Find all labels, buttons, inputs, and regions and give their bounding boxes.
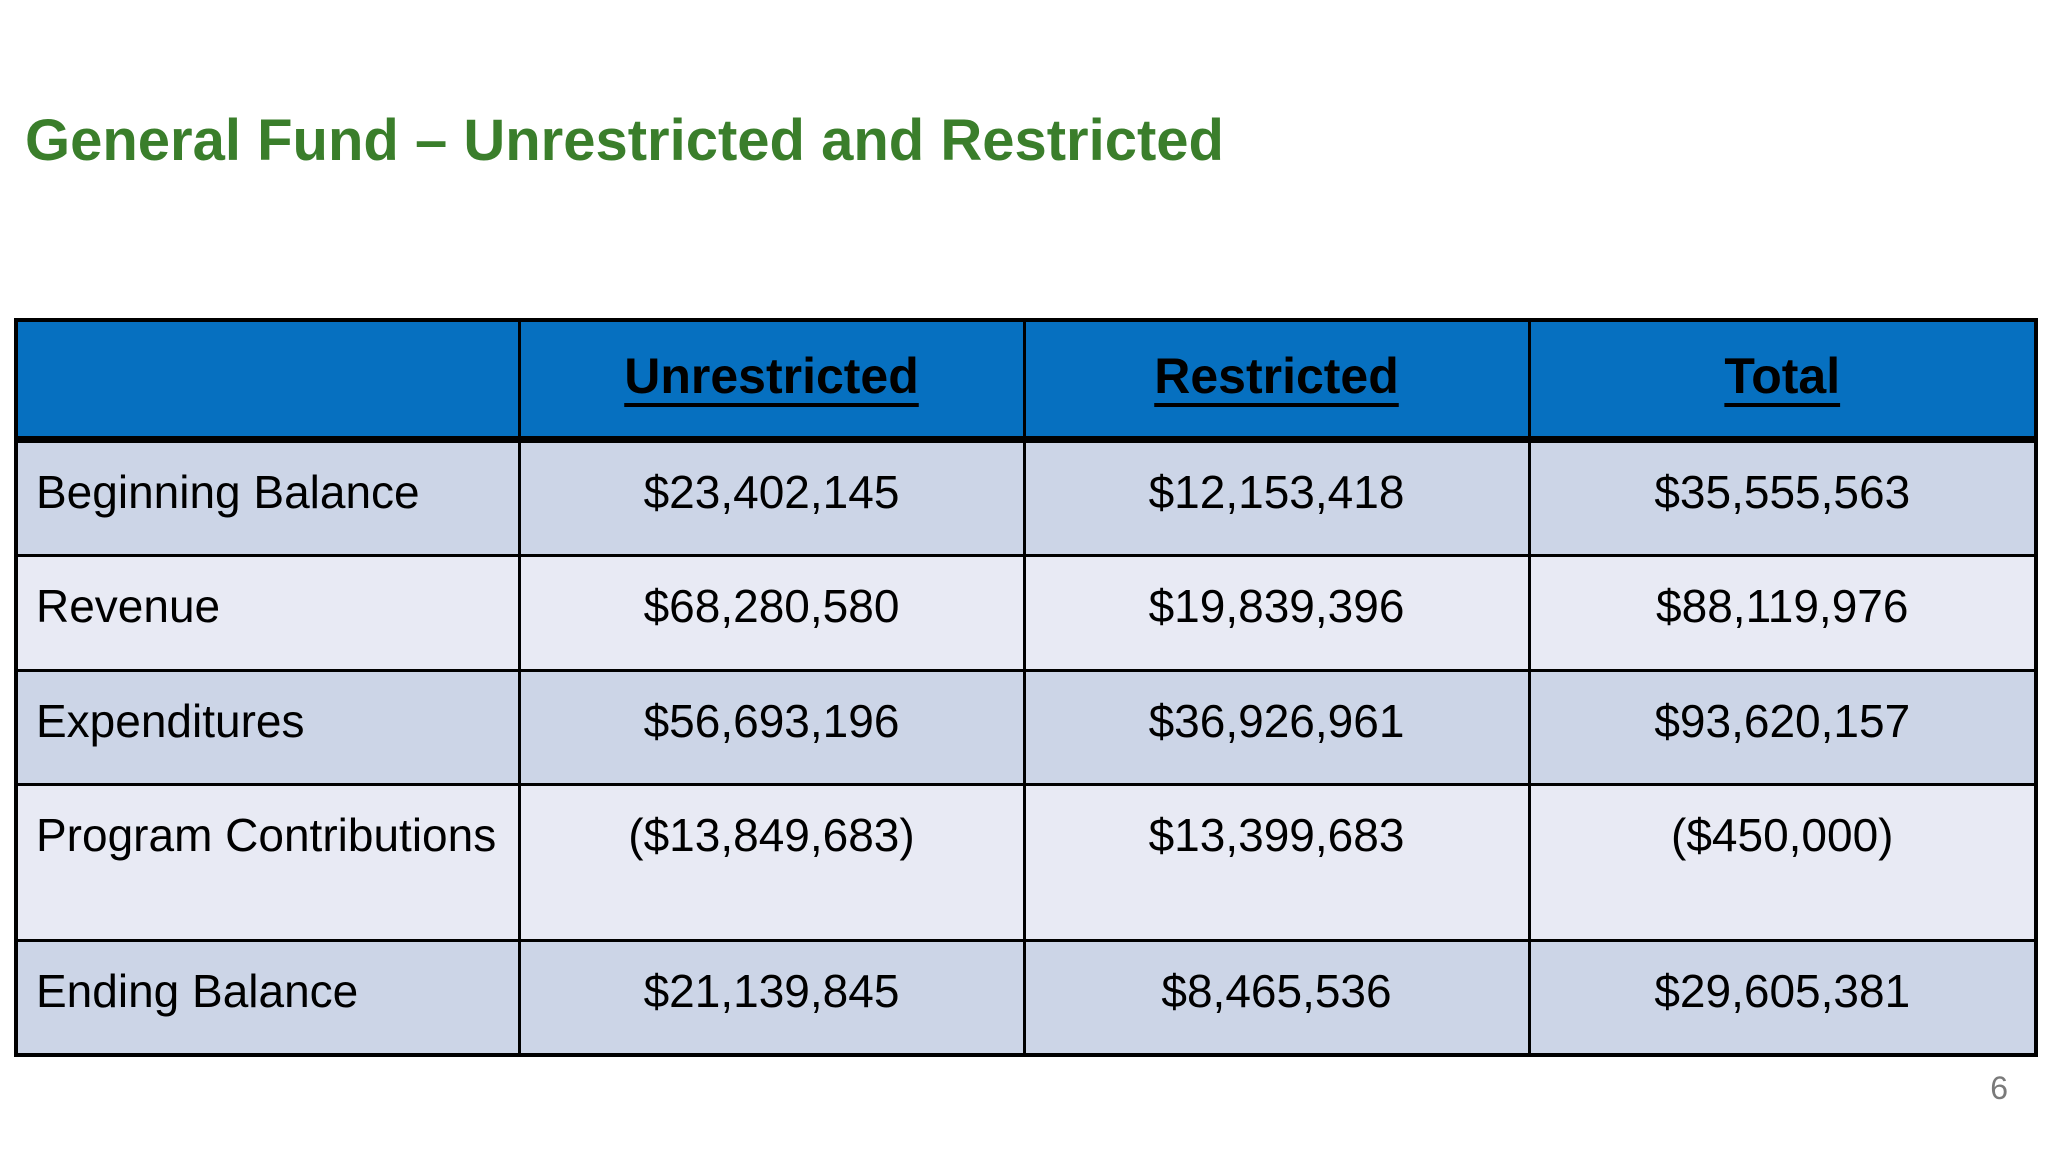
cell-beginning-balance-restricted: $12,153,418 bbox=[1022, 437, 1531, 557]
column-header-unrestricted: Unrestricted bbox=[517, 318, 1026, 443]
column-header-total: Total bbox=[1527, 318, 2038, 443]
table-row-revenue: Revenue $68,280,580 $19,839,396 $88,119,… bbox=[14, 553, 2038, 672]
cell-revenue-total: $88,119,976 bbox=[1527, 553, 2038, 672]
cell-ending-balance-restricted: $8,465,536 bbox=[1022, 938, 1531, 1057]
cell-revenue-unrestricted: $68,280,580 bbox=[517, 553, 1026, 672]
column-header-restricted-label: Restricted bbox=[1154, 348, 1399, 404]
cell-revenue-restricted: $19,839,396 bbox=[1022, 553, 1531, 672]
cell-program-contributions-restricted: $13,399,683 bbox=[1022, 782, 1531, 942]
cell-expenditures-total: $93,620,157 bbox=[1527, 668, 2038, 786]
cell-program-contributions-total: ($450,000) bbox=[1527, 782, 2038, 942]
cell-ending-balance-total: $29,605,381 bbox=[1527, 938, 2038, 1057]
cell-beginning-balance-total: $35,555,563 bbox=[1527, 437, 2038, 557]
row-label-expenditures: Expenditures bbox=[14, 668, 521, 786]
table-row-program-contributions: Program Contributions ($13,849,683) $13,… bbox=[14, 782, 2038, 942]
row-label-revenue: Revenue bbox=[14, 553, 521, 672]
row-label-beginning-balance: Beginning Balance bbox=[14, 437, 521, 557]
page-number: 6 bbox=[1990, 1070, 2008, 1106]
general-fund-table: Unrestricted Restricted Total Beginning … bbox=[14, 318, 2038, 1057]
column-header-restricted: Restricted bbox=[1022, 318, 1531, 443]
table-row-ending-balance: Ending Balance $21,139,845 $8,465,536 $2… bbox=[14, 938, 2038, 1057]
table-header-row: Unrestricted Restricted Total bbox=[14, 318, 2038, 443]
row-label-ending-balance: Ending Balance bbox=[14, 938, 521, 1057]
table-row-expenditures: Expenditures $56,693,196 $36,926,961 $93… bbox=[14, 668, 2038, 786]
row-label-program-contributions: Program Contributions bbox=[14, 782, 521, 942]
cell-beginning-balance-unrestricted: $23,402,145 bbox=[517, 437, 1026, 557]
cell-expenditures-unrestricted: $56,693,196 bbox=[517, 668, 1026, 786]
cell-expenditures-restricted: $36,926,961 bbox=[1022, 668, 1531, 786]
cell-ending-balance-unrestricted: $21,139,845 bbox=[517, 938, 1026, 1057]
column-header-blank bbox=[14, 318, 521, 443]
column-header-total-label: Total bbox=[1724, 348, 1841, 404]
slide-title: General Fund – Unrestricted and Restrict… bbox=[25, 108, 1224, 173]
column-header-unrestricted-label: Unrestricted bbox=[624, 348, 919, 404]
cell-program-contributions-unrestricted: ($13,849,683) bbox=[517, 782, 1026, 942]
table-row-beginning-balance: Beginning Balance $23,402,145 $12,153,41… bbox=[14, 437, 2038, 557]
